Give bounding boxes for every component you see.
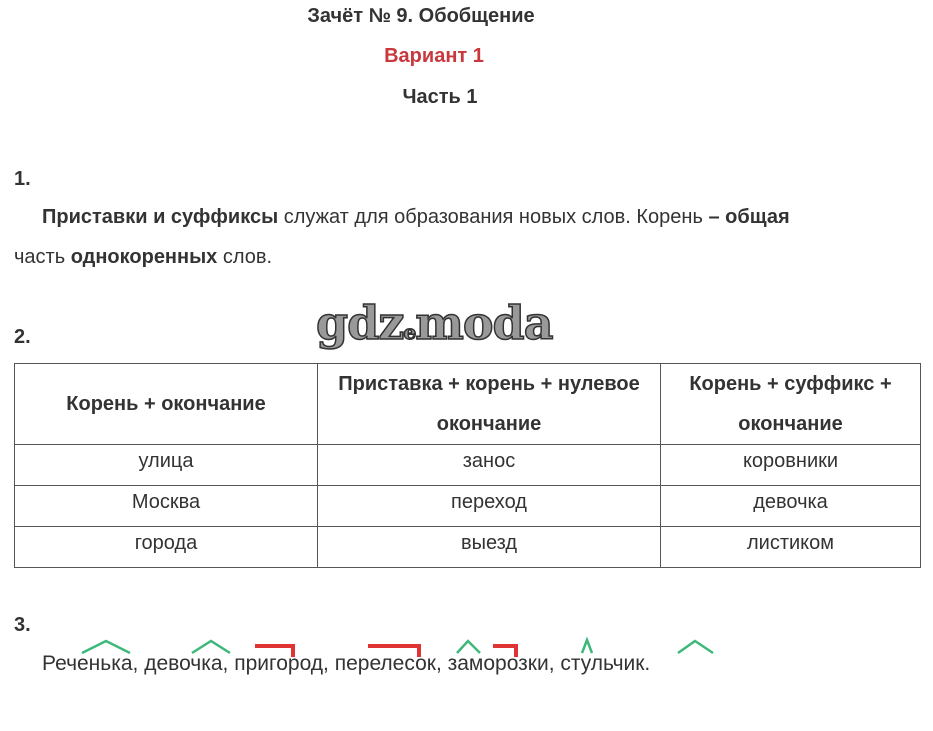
task1-line1: Приставки и суффиксы служат для образова… [42,206,790,229]
table-row: Москва переход девочка [14,485,921,527]
bold-text: Приставки и суффиксы [42,206,279,228]
suffix-mark [580,636,594,654]
prefix-mark [255,644,295,657]
task1-line2: часть однокоренных слов. [14,246,272,269]
part-label: Часть 1 [402,86,478,108]
watermark-logo: gdzemoda [315,295,554,351]
morpheme-table: Корень + окончание Приставка + корень + … [14,363,921,568]
task3-number: 3. [14,614,31,636]
page-title: Зачёт № 9. Обобщение [307,5,535,27]
column-header: Корень + суффикс + окончание [660,363,921,445]
task1-number: 1. [14,168,31,190]
table-cell: листиком [660,526,921,568]
variant-label: Вариант 1 [384,45,484,67]
column-header: Приставка + корень + нулевое окончание [317,363,661,445]
text: служат для образования новых слов. Корен… [278,206,709,228]
table-cell: выезд [317,526,661,568]
suffix-mark [456,639,481,654]
suffix-mark [191,639,231,655]
text: часть [14,246,71,268]
table-cell: девочка [660,485,921,527]
bold-text: – общая [708,206,790,228]
table-cell: занос [317,444,661,486]
prefix-mark [493,644,518,657]
text: слов. [217,246,273,268]
task3-words: Реченька, девочка, пригород, перелесок, … [42,652,651,675]
prefix-mark [368,644,421,657]
suffix-mark [677,639,714,655]
table-header-row: Корень + окончание Приставка + корень + … [14,363,921,445]
table-cell: улица [14,444,318,486]
task2-number: 2. [14,326,31,348]
suffix-mark [81,639,131,655]
table-cell: Москва [14,485,318,527]
table-cell: города [14,526,318,568]
column-header: Корень + окончание [14,363,318,445]
table-row: города выезд листиком [14,526,921,568]
bold-text: однокоренных [70,246,218,268]
